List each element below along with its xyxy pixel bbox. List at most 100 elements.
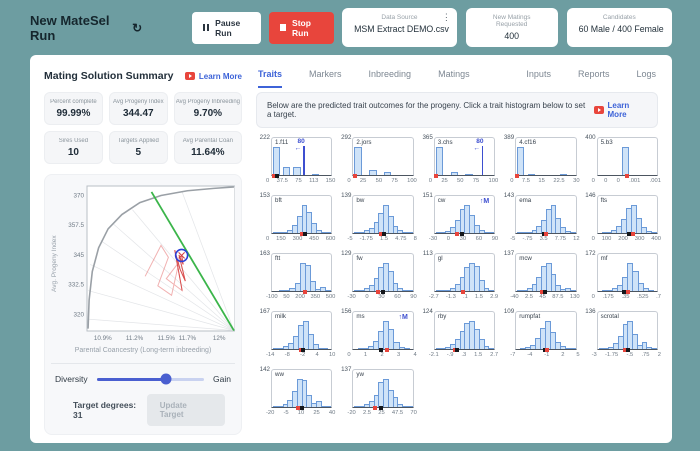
stat-value: 344.47 <box>122 108 154 119</box>
trait-histogram-bft[interactable]: 153 bft 0 150 300 450 600 <box>256 192 336 248</box>
tick-label: 30 <box>459 235 467 242</box>
histogram-bar <box>647 290 654 291</box>
tick-label: 90 <box>410 293 417 300</box>
tick-label: -14 <box>266 351 275 358</box>
tick-label: 40 <box>328 409 336 416</box>
x-axis-ticks: 0 150 300 450 600 <box>266 236 335 242</box>
histogram-bar <box>293 167 301 175</box>
black-target-marker <box>622 289 627 294</box>
update-target-button[interactable]: Update Target <box>146 394 225 426</box>
tick-label: .525 <box>637 293 649 300</box>
trait-histogram-rby[interactable]: 124 rby -2.1 -.9 .3 1.5 2.7 <box>419 308 498 364</box>
trait-histogram-cw[interactable]: 151 cw ↑M -30 0 30 60 90 <box>419 192 498 248</box>
trait-histogram-mcw[interactable]: 137 mcw -40 2.5 45 87.5 130 <box>500 250 580 306</box>
tick-label: -2.7 <box>428 293 439 300</box>
red-target-marker <box>455 231 460 236</box>
tick-label: 5 <box>576 351 580 358</box>
target-value-label: 80 <box>297 138 305 145</box>
histogram-bar <box>569 348 576 349</box>
red-target-marker <box>379 231 384 236</box>
summary-learn-more-link[interactable]: Learn More <box>184 72 242 81</box>
tick-label: 60 <box>475 235 483 242</box>
x-axis-ticks: 0 0 0 .001 .001 <box>592 178 661 184</box>
main-panel: Mating Solution Summary Learn More Perce… <box>30 55 672 443</box>
histogram-box: mcw <box>515 253 577 294</box>
trait-name: rumpfat <box>519 313 541 320</box>
stop-run-button[interactable]: Stop Run <box>269 11 335 44</box>
tab-reports[interactable]: Reports <box>577 69 610 79</box>
tab-inbreeding[interactable]: Inbreeding <box>368 69 412 79</box>
frontier-chart[interactable]: 370 357.5 345 332.5 320 10.9% 11.2% 11.5% 11.7% 1… <box>61 183 235 345</box>
fan-line <box>89 264 234 331</box>
histogram-bar <box>397 230 404 233</box>
tick-label: -.9 <box>446 351 454 358</box>
tick-label: 50 <box>457 177 464 184</box>
tick-label: 2 <box>561 351 565 358</box>
trait-histogram-3-chs[interactable]: 365 3.chs 80 ← 0 25 50 75 100 <box>419 134 498 190</box>
trait-histogram-5-b3[interactable]: 400 5.b3 0 0 0 .001 .001 <box>582 134 661 190</box>
stat-avg-progeny-index: Avg Progeny Index 344.47 <box>108 92 168 125</box>
tick-label: 0 <box>365 293 369 300</box>
trait-histogram-1-f11[interactable]: 222 1.f11 80 ← 0 37.5 75 113 150 <box>256 134 336 190</box>
banner-learn-more-link[interactable]: Learn More <box>594 101 647 119</box>
slider-handle[interactable] <box>160 373 172 385</box>
summary-title: Mating Solution Summary <box>44 70 174 82</box>
tick-label: 500 <box>325 293 336 300</box>
trait-count: 292 <box>341 134 352 141</box>
trait-histogram-4-cf16[interactable]: 389 4.cf16 0 7.5 15 22.5 30 <box>500 134 580 190</box>
refresh-icon[interactable]: ↻ <box>132 20 143 35</box>
histogram-bar <box>320 286 327 291</box>
histogram-box: 3.chs 80 ← <box>433 137 496 178</box>
histogram-bar <box>560 227 566 233</box>
histogram-bars <box>435 263 495 291</box>
tab-inputs[interactable]: Inputs <box>526 69 551 79</box>
banner-text: Below are the predicted trait outcomes f… <box>267 101 586 119</box>
trait-histogram-2-jors[interactable]: 292 2.jors 0 25 50 75 100 <box>337 134 417 190</box>
stat-label: Targets Applied <box>117 138 159 144</box>
trait-histogram-fw[interactable]: 129 fw -30 0 30 60 90 <box>337 250 417 306</box>
trait-histogram-ww[interactable]: 142 ww -20 -5 10 25 40 <box>256 366 336 422</box>
black-target-marker <box>542 347 547 352</box>
tab-logs[interactable]: Logs <box>636 69 656 79</box>
trait-histogram-yw[interactable]: 137 yw -20 2.5 25 47.5 70 <box>337 366 417 422</box>
tab-bar: Traits Markers Inbreeding Matings Inputs Repo… <box>256 67 658 88</box>
trait-histogram-ftt[interactable]: 163 ftt -100 50 200 350 500 <box>256 250 336 306</box>
pause-run-button[interactable]: Pause Run <box>192 11 262 44</box>
histogram-bar <box>392 282 399 291</box>
stat-value: 99.99% <box>56 108 91 119</box>
trait-histogram-gl[interactable]: 113 gl -2.7 -1.3 .1 1.5 2.9 <box>419 250 498 306</box>
trait-histogram-fts[interactable]: 146 fts 0 100 200 300 400 <box>582 192 661 248</box>
tab-matings[interactable]: Matings <box>438 69 470 79</box>
black-target-marker <box>300 405 305 410</box>
x-axis-label: Parental Coancestry (Long-term inbreedin… <box>74 347 212 354</box>
tab-markers[interactable]: Markers <box>309 69 342 79</box>
histogram-bar <box>483 345 490 349</box>
tick-label: -5 <box>510 235 516 242</box>
trait-histogram-ms[interactable]: 156 ms ↑M 0 1 2 3 4 <box>337 308 417 364</box>
trait-histogram-scrotal[interactable]: 136 scrotal -3 -1.75 -.5 .75 2 <box>582 308 661 364</box>
trait-histogram-rumpfat[interactable]: 109 rumpfat -7 -4 -1 2 5 <box>500 308 580 364</box>
trait-count: 365 <box>422 134 433 141</box>
tick-label: 70 <box>410 409 417 416</box>
black-target-marker <box>626 347 631 352</box>
trait-count: 222 <box>259 134 270 141</box>
histogram-bars <box>435 147 493 175</box>
summary-stats: Percent complete 99.99% Avg Progeny Index 3… <box>44 92 242 164</box>
card-menu-icon[interactable]: ⋮ <box>441 12 451 22</box>
histogram-box: rumpfat <box>515 311 577 352</box>
black-target-marker <box>379 347 384 352</box>
stat-label: Avg Progeny Index <box>112 99 164 105</box>
tick-label: -8 <box>284 351 290 358</box>
trait-histogram-bw[interactable]: 139 bw -5 -1.75 1.5 4.75 8 <box>337 192 417 248</box>
trait-histogram-milk[interactable]: 167 milk -14 -8 -2 4 10 <box>256 308 336 364</box>
x-axis-ticks: -100 50 200 350 500 <box>266 294 335 300</box>
histogram-bars <box>273 147 330 175</box>
histogram-bar <box>406 406 413 407</box>
trait-histogram-ema[interactable]: 143 ema -5 -.75 3.5 7.75 12 <box>500 192 580 248</box>
tab-traits[interactable]: Traits <box>258 69 283 88</box>
histogram-bars <box>354 379 413 407</box>
trait-histogram-mf[interactable]: 172 mf 0 .175 .35 .525 .7 <box>582 250 661 306</box>
tick-label: 37.5 <box>276 177 288 184</box>
diversity-gain-slider[interactable] <box>96 373 205 385</box>
stat-label: Avg Progeny Inbreeding <box>175 99 240 105</box>
